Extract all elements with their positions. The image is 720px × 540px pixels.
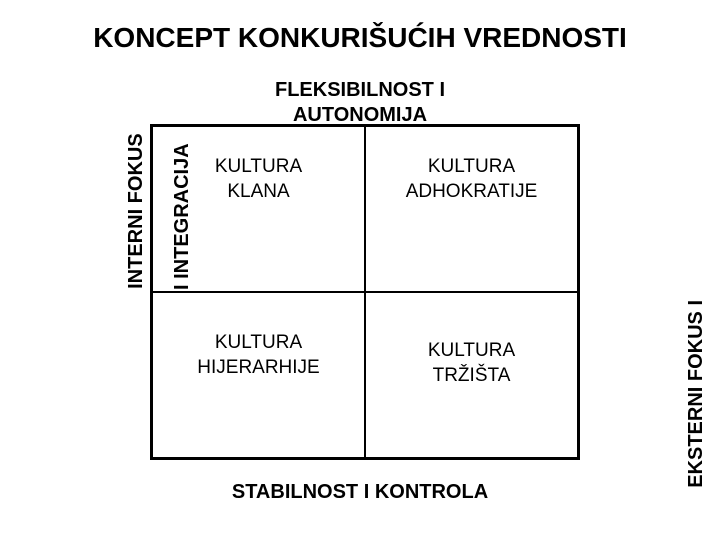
- quadrant-br-line1: KULTURA: [428, 340, 515, 361]
- axis-label-bottom: STABILNOST I KONTROLA: [0, 481, 720, 504]
- axis-right-line1: EKSTERNI FOKUS I: [685, 300, 707, 488]
- page-title: KONCEPT KONKURIŠUĆIH VREDNOSTI: [0, 22, 720, 54]
- axis-label-right: EKSTERNI FOKUS I DIFERENCIJACIJA: [662, 300, 720, 499]
- quadrant-tl-line2: KLANA: [227, 181, 289, 202]
- quadrant-bl-line1: KULTURA: [215, 332, 302, 353]
- quadrant-tr-line1: KULTURA: [428, 156, 515, 177]
- axis-top-line1: FLEKSIBILNOST I: [275, 79, 445, 101]
- quadrant-top-right: KULTURA ADHOKRATIJE: [365, 126, 578, 292]
- quadrant-bottom-right: KULTURA TRŽIŠTA: [365, 292, 578, 458]
- quadrant-bottom-left: KULTURA HIJERARHIJE: [152, 292, 365, 458]
- quadrant-top-left: KULTURA KLANA: [152, 126, 365, 292]
- axis-left-line1: INTERNI FOKUS: [125, 133, 147, 289]
- quadrant-br-line2: TRŽIŠTA: [433, 365, 511, 386]
- quadrant-tr-line2: ADHOKRATIJE: [406, 181, 538, 202]
- matrix-2x2: KULTURA KLANA KULTURA ADHOKRATIJE KULTUR…: [150, 124, 580, 460]
- quadrant-bl-line2: HIJERARHIJE: [197, 357, 319, 378]
- quadrant-tl-line1: KULTURA: [215, 156, 302, 177]
- axis-label-top: FLEKSIBILNOST I AUTONOMIJA: [0, 78, 720, 128]
- axis-top-line2: AUTONOMIJA: [293, 104, 427, 126]
